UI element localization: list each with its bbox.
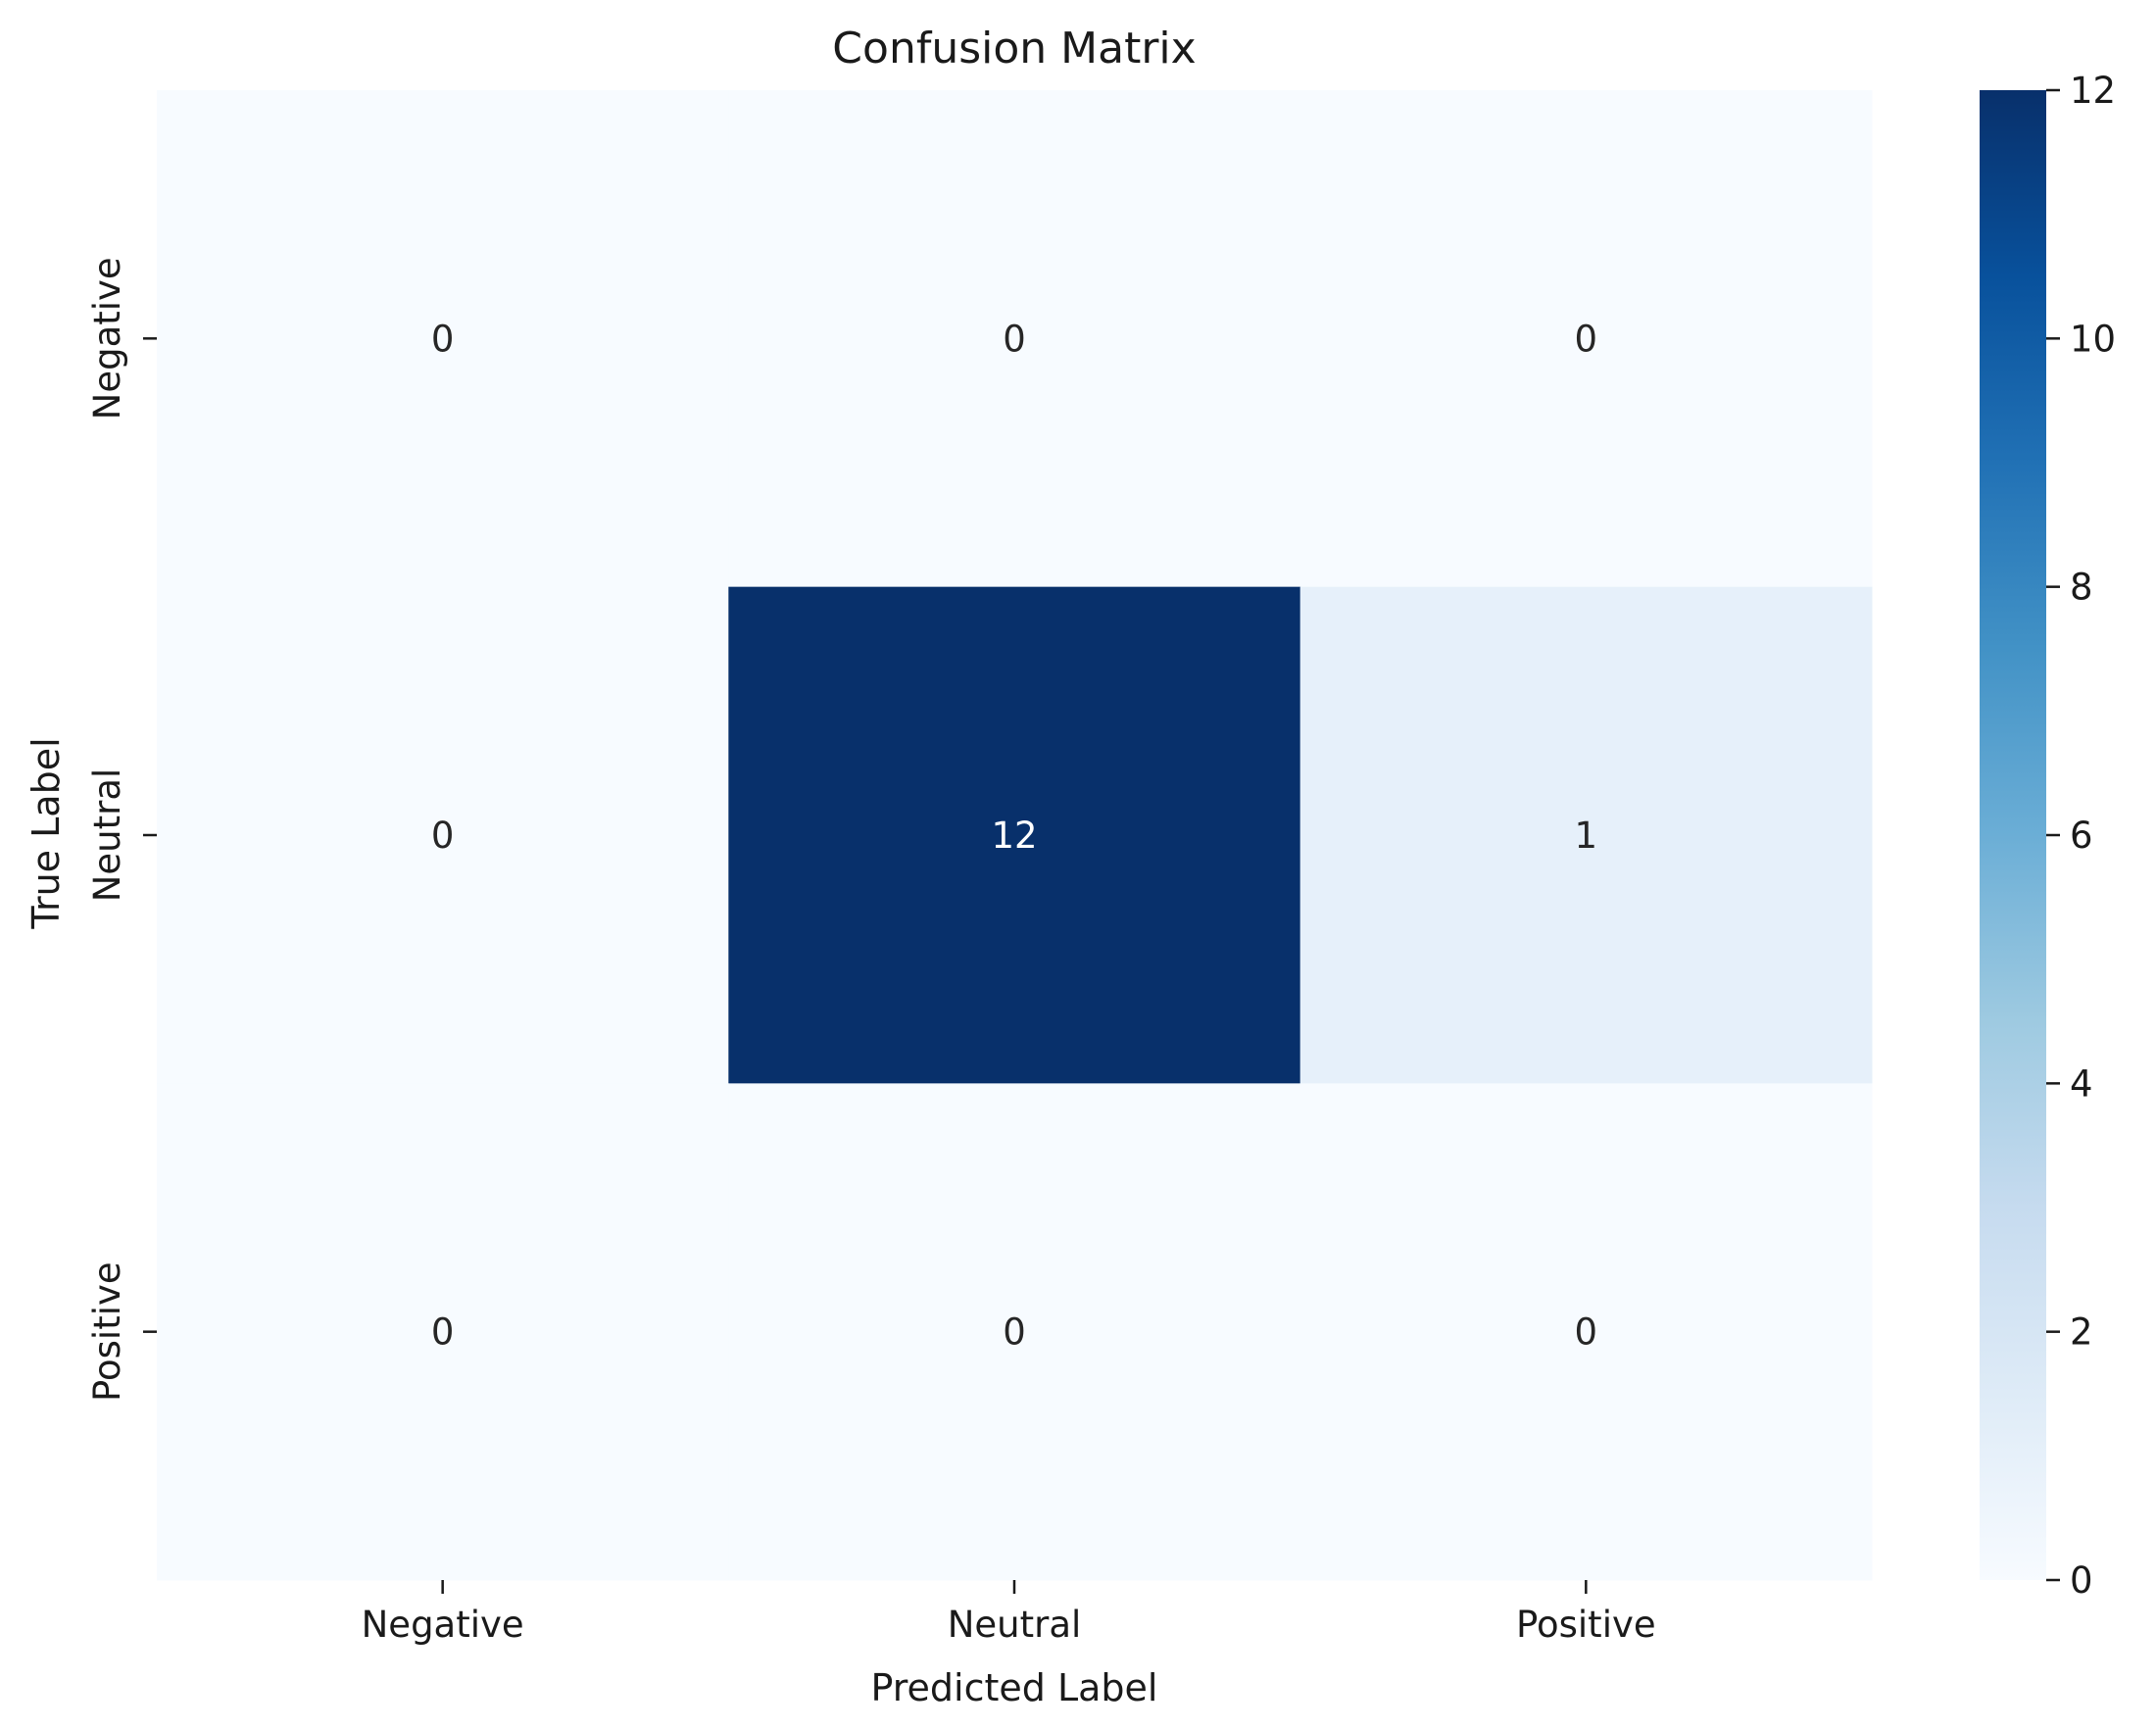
- x-tick-label: Positive: [1516, 1604, 1656, 1646]
- y-tick-label: Negative: [86, 257, 128, 420]
- heatmap-cell: [1299, 90, 1873, 588]
- cell-value-label: 0: [431, 1311, 455, 1354]
- y-axis-ticks: Negative Neutral Positive: [86, 257, 157, 1402]
- x-tick-label: Negative: [362, 1604, 524, 1646]
- colorbar: [1980, 90, 2046, 1580]
- x-axis-label: Predicted Label: [871, 1666, 1158, 1709]
- cell-value-label: 0: [431, 318, 455, 360]
- cell-value-label: 1: [1575, 815, 1598, 857]
- cell-value-label: 0: [1575, 318, 1598, 360]
- cell-annotations: 0 0 0 0 12 1 0 0 0: [431, 318, 1597, 1353]
- heatmap-cell: [157, 1083, 729, 1581]
- heatmap-cell: [1299, 586, 1873, 1084]
- colorbar-tick-label: 4: [2070, 1063, 2093, 1105]
- colorbar-tick-label: 0: [2070, 1559, 2093, 1602]
- colorbar-ticks: 0 2 4 6 8 10 12: [2046, 70, 2116, 1602]
- cell-value-label: 12: [991, 815, 1037, 857]
- heatmap-cells: [157, 90, 1873, 1581]
- colorbar-tick-label: 6: [2070, 815, 2093, 857]
- heatmap-cell: [1299, 1083, 1873, 1581]
- x-tick-label: Neutral: [948, 1604, 1082, 1646]
- heatmap-cell: [728, 586, 1301, 1084]
- heatmap-cell: [157, 90, 729, 588]
- heatmap-cell: [728, 90, 1301, 588]
- cell-value-label: 0: [431, 815, 455, 857]
- heatmap-cell: [728, 1083, 1301, 1581]
- colorbar-tick-label: 10: [2070, 318, 2116, 360]
- heatmap-cell: [157, 586, 729, 1084]
- cell-value-label: 0: [1003, 1311, 1026, 1354]
- colorbar-tick-label: 12: [2070, 70, 2116, 112]
- cell-value-label: 0: [1575, 1311, 1598, 1354]
- colorbar-tick-label: 2: [2070, 1311, 2093, 1354]
- cell-value-label: 0: [1003, 318, 1026, 360]
- x-axis-ticks: Negative Neutral Positive: [362, 1580, 1656, 1646]
- y-tick-label: Neutral: [86, 768, 128, 903]
- y-tick-label: Positive: [86, 1261, 128, 1402]
- y-axis-label: True Label: [24, 737, 68, 929]
- colorbar-tick-label: 8: [2070, 567, 2093, 609]
- chart-title: Confusion Matrix: [832, 24, 1196, 74]
